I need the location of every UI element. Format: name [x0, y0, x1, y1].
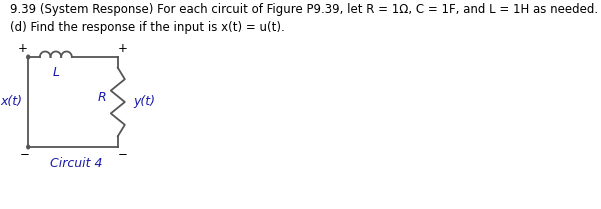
Text: +: + — [118, 42, 128, 55]
Text: L: L — [52, 66, 59, 79]
Text: −: − — [19, 148, 29, 161]
Text: y(t): y(t) — [133, 96, 156, 108]
Circle shape — [27, 55, 29, 59]
Circle shape — [27, 145, 29, 149]
Text: x(t): x(t) — [0, 96, 22, 108]
Text: (d) Find the response if the input is x(t) = u(t).: (d) Find the response if the input is x(… — [10, 21, 285, 34]
Text: −: − — [118, 148, 128, 161]
Text: +: + — [18, 42, 28, 55]
Text: 9.39 (System Response) For each circuit of Figure P9.39, let R = 1Ω, C = 1F, and: 9.39 (System Response) For each circuit … — [10, 3, 599, 16]
Text: Circuit 4: Circuit 4 — [50, 157, 103, 170]
Text: R: R — [98, 92, 106, 104]
